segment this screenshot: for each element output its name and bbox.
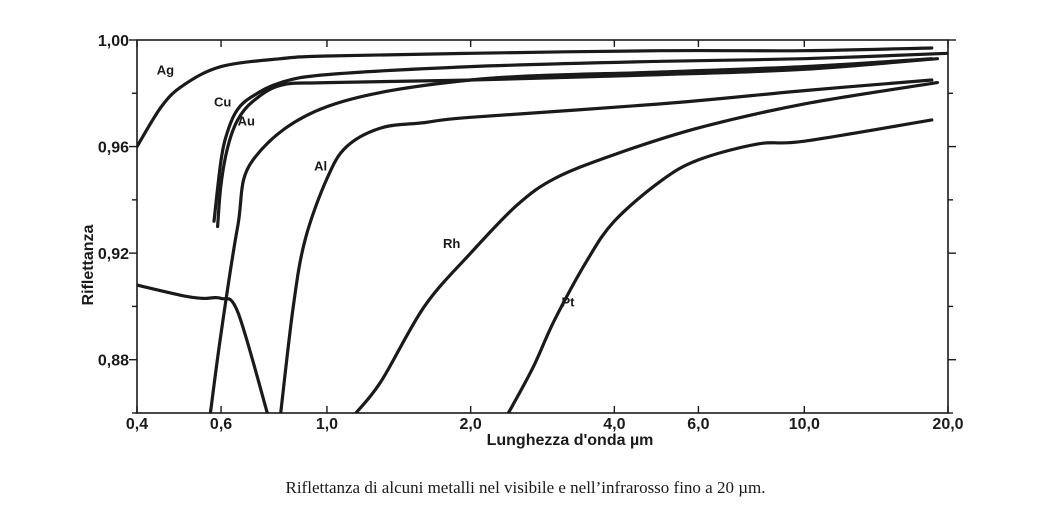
x-tick-label: 10,0 [789,416,820,433]
x-tick-label: 4,0 [603,416,625,433]
x-tick-label: 20,0 [932,416,963,433]
series-line-ag [137,46,934,149]
series-line-pt-ir [506,118,934,413]
figure-caption: Riflettanza di alcuni metalli nel visibi… [285,478,766,497]
x-tick-label: 0,4 [126,416,148,433]
axis-tick-labels: 0,4 0,6 1,0 2,0 4,0 6,0 10,0 20,0 1,00 0,96 0,92 0,… [98,33,964,433]
plot-frame [136,39,949,414]
series-line-al [137,283,269,413]
y-tick-label: 1,00 [98,33,129,50]
x-tick-label: 1,0 [316,416,338,433]
y-tick-label: 0,96 [98,140,129,157]
series-line-cu [212,51,948,223]
series-line-al-ir [279,78,934,413]
curve-label-cu: Cu [214,95,231,110]
x-tick-label: 6,0 [687,416,709,433]
x-tick-label: 2,0 [460,416,482,433]
series-line-rh [354,81,939,413]
curve-labels: Ag Cu Au Al Rh Pt [157,63,575,310]
y-tick-label: 0,92 [98,246,129,263]
x-tick-label: 0,6 [210,416,232,433]
y-tick-label: 0,88 [98,353,129,370]
curve-label-pt: Pt [562,294,576,309]
curve-label-au: Au [238,113,255,128]
x-axis-title: Lunghezza d'onda µm [487,432,654,449]
series-lines [137,46,948,413]
curve-label-al: Al [314,159,327,174]
y-axis-title: Riflettanza [80,224,97,305]
series-line-au [216,57,939,229]
series-line-pt [208,57,934,413]
axis-ticks [129,39,956,414]
curve-label-ag: Ag [157,63,174,78]
curve-label-rh: Rh [443,236,460,251]
